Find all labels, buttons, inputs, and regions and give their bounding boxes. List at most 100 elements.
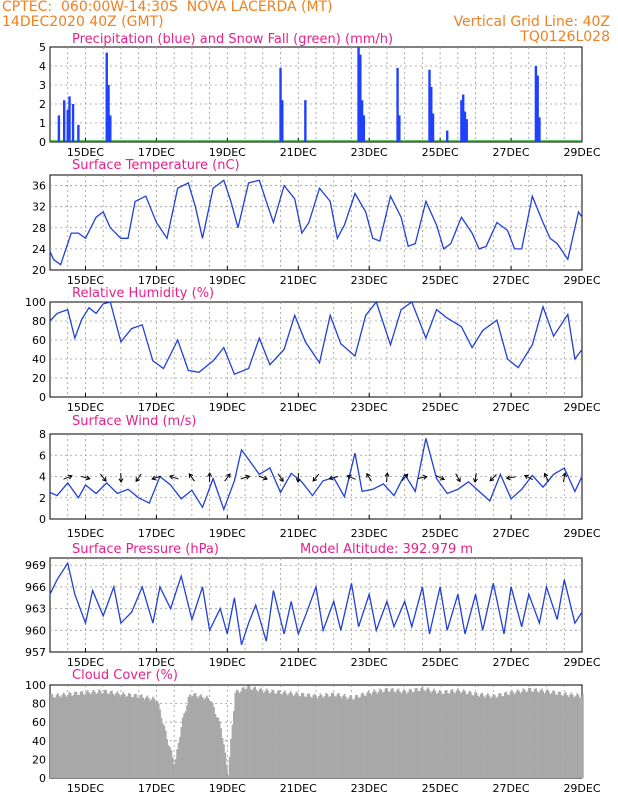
cloud-bar <box>535 688 537 778</box>
cloud-bar <box>215 717 218 778</box>
cloud-bar <box>223 744 225 778</box>
cloud-bar <box>513 694 516 778</box>
wind-arrow-head <box>312 477 318 482</box>
cloud-bar <box>557 691 560 778</box>
wind-arrow-head <box>346 474 352 480</box>
precip-bar <box>57 115 61 142</box>
panel-5-ytick: 957 <box>25 646 46 659</box>
panel-4-line <box>49 438 583 512</box>
wind-arrow-head <box>440 475 446 481</box>
cloud-bar <box>491 696 493 778</box>
cloud-bar <box>506 694 509 778</box>
precip-bar <box>77 124 80 142</box>
cloud-bar <box>519 693 522 778</box>
cloud-bar <box>357 697 360 778</box>
panel-2-xtick: 23DEC <box>351 274 388 287</box>
cloud-bar <box>111 690 113 778</box>
panel-6-xtick: 17DEC <box>138 782 175 795</box>
cloud-bar <box>306 693 309 778</box>
cloud-bar <box>214 713 217 778</box>
cloud-bar <box>333 695 336 778</box>
cloud-bar <box>356 695 359 778</box>
cloud-bar <box>441 694 444 778</box>
cloud-bar <box>451 689 454 778</box>
cloud-bar <box>109 691 112 778</box>
wind-arrow-head <box>403 473 409 479</box>
panel-1-ytick: 3 <box>39 79 46 92</box>
wind-arrow-head <box>543 472 549 478</box>
cloud-bar <box>342 695 344 778</box>
panel-1-title: Precipitation (blue) and Snow Fall (gree… <box>72 32 393 47</box>
cloud-bar <box>511 690 513 778</box>
cloud-bar <box>61 694 64 778</box>
cloud-bar <box>523 689 526 778</box>
panel-2-xtick: 27DEC <box>493 274 530 287</box>
cloud-bar <box>543 693 546 778</box>
cloud-bar <box>208 701 211 778</box>
panel-6-ytick: 60 <box>32 716 46 729</box>
wind-arrow-head <box>384 472 390 477</box>
precip-bar <box>428 69 431 142</box>
cloud-bar <box>238 692 241 778</box>
cloud-bar <box>204 697 207 778</box>
cloud-bar <box>136 697 139 778</box>
cloud-bar <box>191 696 194 778</box>
cloud-bar <box>387 691 390 778</box>
panel-1-ytick: 0 <box>39 136 46 149</box>
cloud-bar <box>54 697 56 778</box>
cloud-bar <box>57 693 59 778</box>
cloud-bar <box>328 696 330 778</box>
cloud-bar <box>262 692 265 778</box>
wind-arrow <box>347 475 356 480</box>
cloud-bar <box>271 689 274 778</box>
cloud-bar <box>237 690 239 778</box>
cloud-bar <box>407 691 410 778</box>
cloud-bar <box>235 689 238 778</box>
cloud-bar <box>570 692 573 778</box>
cloud-bar <box>255 689 258 778</box>
cloud-bar <box>312 695 315 778</box>
panel-2-ytick: 36 <box>32 180 46 193</box>
cloud-bar <box>457 688 459 778</box>
cloud-bar <box>325 693 327 778</box>
cloud-bar <box>248 685 251 778</box>
panel-4-ytick: 6 <box>39 449 46 462</box>
cloud-bar <box>464 691 466 778</box>
cloud-bar <box>145 697 147 778</box>
cloud-bar <box>75 691 78 778</box>
cloud-bar <box>454 693 457 778</box>
cloud-bar <box>379 688 381 778</box>
panel-1-xtick: 15DEC <box>67 146 104 159</box>
cloud-bar <box>261 690 264 778</box>
panel-5-ytick: 969 <box>25 559 46 572</box>
cloud-bar <box>139 695 142 778</box>
cloud-bar <box>560 695 563 778</box>
cloud-bar <box>502 696 505 778</box>
cloud-bar <box>98 689 100 778</box>
cloud-bar <box>427 687 430 778</box>
panel-1-xtick: 17DEC <box>138 146 175 159</box>
cloud-bar <box>486 693 489 778</box>
cloud-bar <box>200 694 203 778</box>
cloud-bar <box>308 693 310 778</box>
cloud-bar <box>88 692 91 778</box>
wind-arrow <box>63 475 73 480</box>
cloud-bar <box>472 695 475 778</box>
cloud-bar <box>211 702 214 778</box>
cloud-bar <box>197 697 200 778</box>
precip-bar <box>536 75 539 142</box>
cloud-bar <box>411 692 414 778</box>
cloud-bar <box>482 695 485 778</box>
cloud-bar <box>518 690 520 778</box>
cloud-bar <box>530 691 533 778</box>
cloud-bar <box>475 692 478 778</box>
cloud-bar <box>526 691 529 778</box>
cloud-bar <box>440 691 442 778</box>
cloud-bar <box>478 696 481 778</box>
cloud-bar <box>203 699 205 778</box>
cloud-bar <box>281 694 283 778</box>
cloud-bar <box>133 694 136 778</box>
cloud-bar <box>284 690 286 778</box>
cloud-bar <box>224 752 227 778</box>
precip-bar <box>538 117 541 142</box>
